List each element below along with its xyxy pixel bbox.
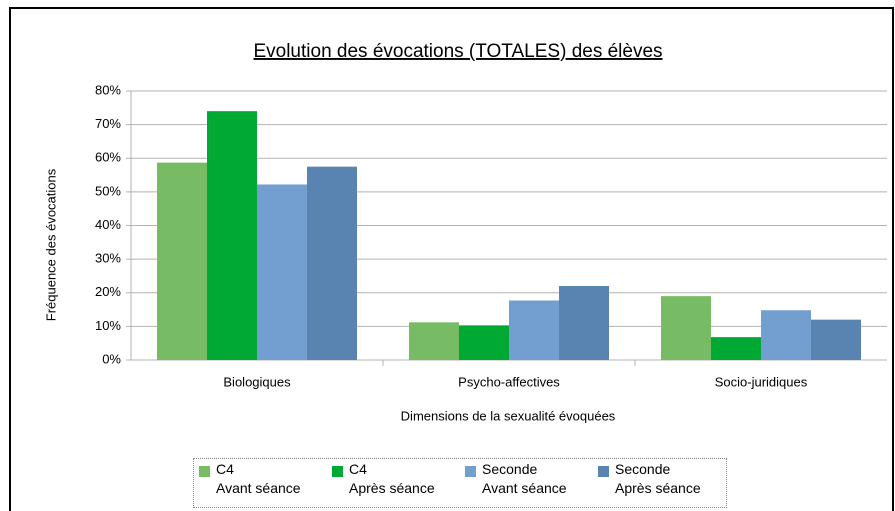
bar [257,184,307,360]
legend-swatch [465,466,476,477]
y-tick-label: 60% [95,150,121,165]
legend: C4 Avant séance C4 Après séance Seconde Av… [193,458,727,508]
legend-entry: C4 Avant séance [194,459,327,507]
legend-label: C4 Après séance [349,461,435,496]
legend-label: Seconde Avant séance [482,461,567,496]
y-tick-label: 0% [102,351,121,366]
x-tick-label: Biologiques [223,374,291,389]
y-tick-label: 40% [95,217,121,232]
legend-entry: Seconde Après séance [593,459,726,507]
x-tick-label: Psycho-affectives [458,374,560,389]
y-tick-label: 30% [95,251,121,266]
bar [509,300,559,360]
bar [661,296,711,360]
x-axis-label: Dimensions de la sexualité évoquées [401,408,616,423]
y-axis-label: Fréquence des évocations [43,168,58,321]
bar [409,322,459,360]
legend-swatch [332,466,343,477]
chart-title: Evolution des évocations (TOTALES) des é… [253,41,662,62]
legend-swatch [598,466,609,477]
legend-label: C4 Avant séance [216,461,301,496]
legend-swatch [199,466,210,477]
y-tick-label: 10% [95,318,121,333]
bar [459,325,509,360]
y-tick-label: 50% [95,183,121,198]
legend-entry: C4 Après séance [327,459,460,507]
bar [559,286,609,360]
bar [711,337,761,360]
y-tick-label: 20% [95,284,121,299]
bar [307,166,357,360]
bar [207,111,257,360]
bar [761,310,811,360]
bar [157,162,207,360]
bar [811,319,861,360]
y-tick-label: 80% [95,82,121,97]
legend-entry: Seconde Avant séance [460,459,593,507]
y-tick-label: 70% [95,116,121,131]
x-tick-label: Socio-juridiques [715,374,808,389]
legend-label: Seconde Après séance [615,461,701,496]
